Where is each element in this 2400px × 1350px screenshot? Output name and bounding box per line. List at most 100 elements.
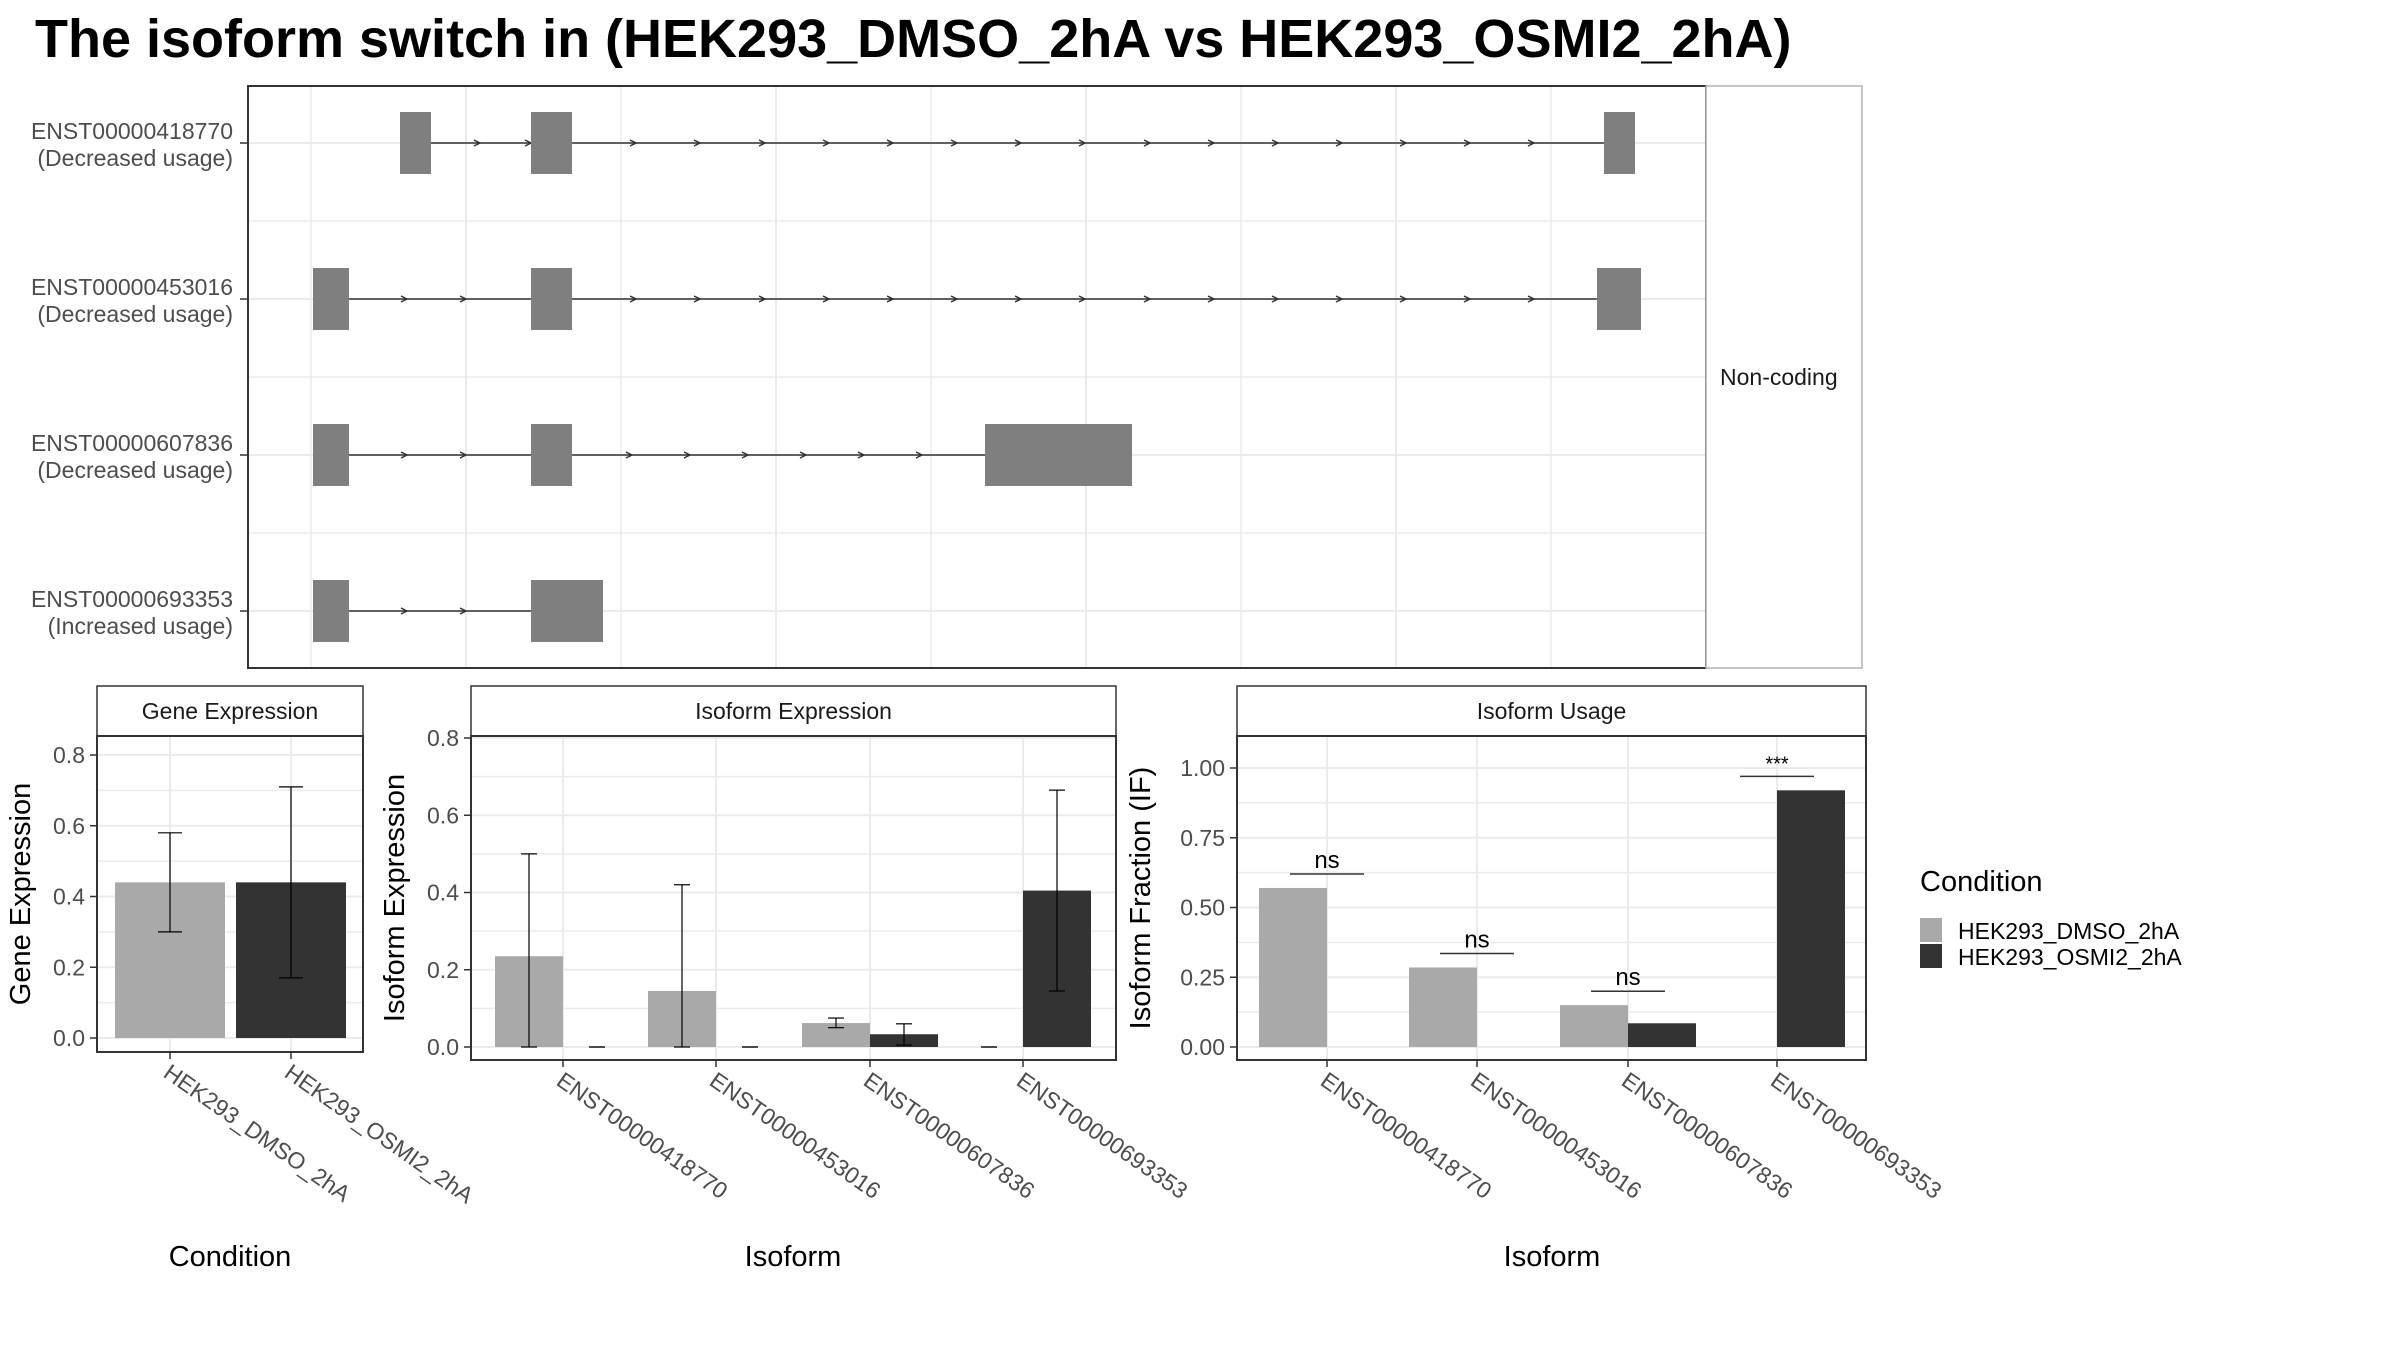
y-tick-label: 0.00 [1180,1034,1225,1060]
intron-direction-arrow [693,295,702,303]
panel-strip [96,685,364,737]
exon-block [531,268,572,330]
intron-direction-arrow [915,451,924,459]
y-tick-label: 0.6 [427,802,459,828]
intron-direction-arrow [1463,295,1472,303]
intron-direction-arrow [400,607,409,615]
intron-direction-arrow [1335,295,1344,303]
x-axis-title: Isoform [745,1241,842,1273]
intron-direction-arrow [625,451,634,459]
exon-block [531,112,572,174]
intron-direction-arrow [1014,139,1023,147]
plot-border [470,735,1117,1061]
bar-dmso [802,1023,870,1047]
isoform-label-id: ENST00000607836 [31,430,233,456]
intron-direction-arrow [1143,139,1152,147]
y-tick-label: 0.75 [1180,825,1225,851]
structure-facet-strip [1705,85,1863,669]
intron-direction-arrow [1399,139,1408,147]
legend-swatch-osmi [1920,944,1942,968]
intron-direction-arrow [741,451,750,459]
exon-block [1604,112,1635,174]
intron-direction-arrow [799,451,808,459]
intron-direction-arrow [1143,295,1152,303]
exon-block [400,112,431,174]
exon-block [531,424,572,486]
legend-swatch-dmso [1920,918,1942,942]
intron-direction-arrow [1527,295,1536,303]
y-tick-label: 0.6 [53,813,85,839]
intron-direction-arrow [1271,295,1280,303]
isoform-label-usage: (Increased usage) [48,613,233,639]
exon-block [1597,268,1641,330]
exon-block [313,424,349,486]
intron-direction-arrow [886,295,895,303]
y-axis-title: Gene Expression [5,783,37,1005]
y-tick-label: 0.0 [427,1034,459,1060]
intron-direction-arrow [693,139,702,147]
intron-direction-arrow [400,451,409,459]
y-tick-label: 0.4 [427,880,459,906]
bar-dmso [1259,887,1327,1047]
intron-direction-arrow [758,295,767,303]
y-tick-label: 1.00 [1180,755,1225,781]
intron-direction-arrow [950,295,959,303]
exon-block [313,580,349,642]
y-tick-label: 0.0 [53,1025,85,1051]
isoform-label-usage: (Decreased usage) [37,301,233,327]
intron-direction-arrow [629,139,638,147]
panel-strip-label: Gene Expression [142,698,318,724]
significance-label: ns [1464,927,1489,954]
exon-block [531,580,603,642]
intron-direction-arrow [1527,139,1536,147]
y-axis-title: Isoform Fraction (IF) [1125,767,1157,1030]
plot-border [1236,735,1867,1061]
condition-legend: Condition HEK293_DMSO_2hA HEK293_OSMI2_2… [1920,866,2182,970]
y-tick-label: 0.50 [1180,895,1225,921]
plot-background [471,736,1116,1060]
intron-direction-arrow [857,451,866,459]
legend-title: Condition [1920,866,2043,898]
bar-osmi [1628,1023,1696,1047]
intron-direction-arrow [683,451,692,459]
intron-direction-arrow [822,295,831,303]
panel-strip [1236,685,1867,737]
intron-direction-arrow [758,139,767,147]
intron-direction-arrow [822,139,831,147]
intron-direction-arrow [459,607,468,615]
exon-block [313,268,349,330]
isoform-label-id: ENST00000693353 [31,586,233,612]
x-tick-label: ENST00000693353 [1012,1067,1192,1204]
y-tick-label: 0.25 [1180,964,1225,990]
bar-osmi [1777,790,1845,1047]
x-axis-title: Isoform [1504,1241,1601,1273]
isoform-label-usage: (Decreased usage) [37,145,233,171]
bar-dmso [1560,1005,1628,1047]
intron-direction-arrow [1078,139,1087,147]
intron-direction-arrow [473,139,482,147]
intron-direction-arrow [1207,295,1216,303]
intron-direction-arrow [1014,295,1023,303]
significance-label: *** [1765,753,1789,775]
legend-label-osmi: HEK293_OSMI2_2hA [1958,944,2182,970]
y-axis-title: Isoform Expression [379,774,411,1022]
exon-block [985,424,1132,486]
y-tick-label: 0.2 [53,954,85,980]
intron-direction-arrow [1335,139,1344,147]
structure-facet-label: Non-coding [1720,364,1838,390]
y-tick-label: 0.8 [53,742,85,768]
intron-direction-arrow [1271,139,1280,147]
isoform-expression-panel: Isoform Expression 0.0 0.2 0.4 0.6 0.8 ENST000… [379,685,1193,1273]
panel-strip [470,685,1117,737]
y-tick-label: 0.2 [427,957,459,983]
panel-strip-label: Isoform Usage [1477,698,1627,724]
isoform-label-id: ENST00000418770 [31,118,233,144]
x-axis-title: Condition [169,1241,292,1273]
intron-direction-arrow [1207,139,1216,147]
intron-direction-arrow [629,295,638,303]
intron-direction-arrow [886,139,895,147]
x-tick-label: HEK293_OSMI2_2hA [280,1059,479,1209]
plot-background [1237,736,1866,1060]
panel-strip-label: Isoform Expression [695,698,892,724]
